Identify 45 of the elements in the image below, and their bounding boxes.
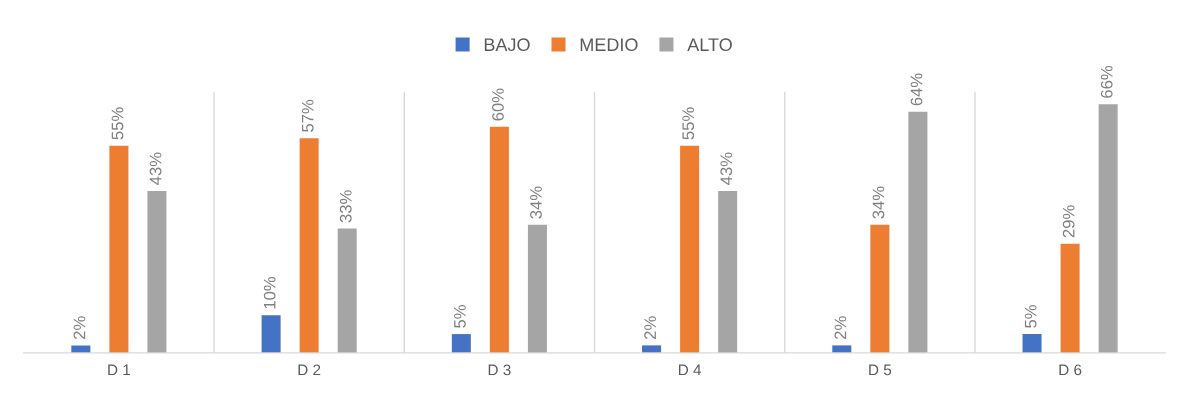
data-label: 5% — [454, 305, 466, 328]
bar — [908, 111, 928, 353]
bar — [527, 224, 547, 353]
data-label: 64% — [910, 73, 923, 106]
bar — [832, 345, 852, 353]
x-tick-label: D 2 — [298, 364, 321, 376]
bar — [489, 126, 509, 353]
bar — [680, 145, 700, 353]
bar — [147, 190, 167, 353]
data-label: 10% — [263, 276, 276, 309]
bar — [71, 345, 91, 353]
data-label: 5% — [1024, 305, 1037, 328]
data-label: 2% — [834, 316, 847, 339]
x-tick-label: D 3 — [488, 364, 511, 376]
data-label: 2% — [73, 316, 86, 339]
data-label: 60% — [492, 88, 504, 121]
data-label: 57% — [301, 99, 314, 132]
bar — [451, 334, 471, 353]
data-label: 34% — [872, 186, 885, 219]
legend-label: MEDIO — [580, 38, 638, 52]
data-label: 66% — [1100, 65, 1113, 98]
data-label: 43% — [149, 152, 162, 185]
bar — [642, 345, 662, 353]
legend-label: ALTO — [687, 38, 732, 52]
data-label: 55% — [111, 107, 124, 140]
bar — [337, 228, 357, 353]
data-label: 33% — [339, 190, 352, 223]
bar — [1022, 334, 1042, 353]
bar — [1098, 104, 1118, 353]
x-tick-label: D 1 — [108, 364, 131, 376]
bar — [261, 315, 281, 353]
bar — [718, 190, 738, 353]
bar — [870, 224, 890, 353]
data-label: 43% — [720, 152, 733, 185]
bar — [109, 145, 129, 353]
data-label: 2% — [644, 316, 656, 339]
data-label: 55% — [682, 107, 695, 140]
data-label: 34% — [530, 186, 542, 219]
legend-label: BAJO — [484, 38, 530, 52]
x-tick-label: D 5 — [869, 364, 892, 376]
bar — [1060, 243, 1080, 353]
x-tick-label: D 4 — [678, 364, 702, 376]
data-label: 29% — [1062, 205, 1075, 238]
bar — [299, 138, 319, 353]
x-tick-label: D 6 — [1059, 364, 1082, 376]
